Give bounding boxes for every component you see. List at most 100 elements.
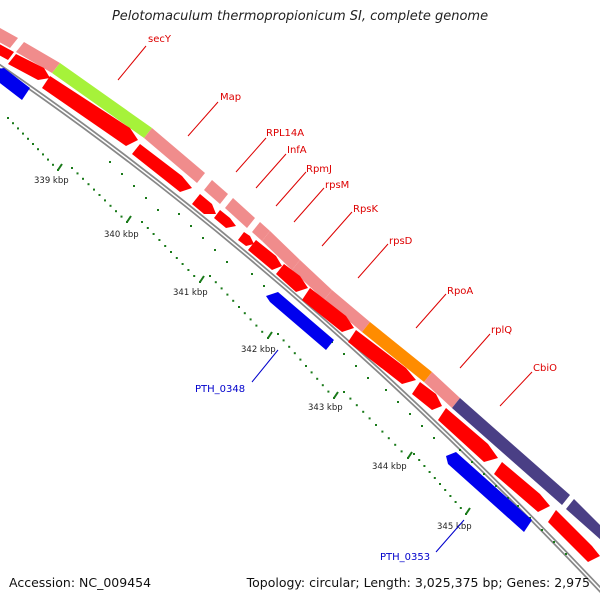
tick-guide-dot — [157, 209, 159, 211]
tick-guide-dot — [385, 389, 387, 391]
gene-label-cbio[interactable]: CbiO — [533, 363, 557, 374]
cds-arrow[interactable] — [192, 194, 216, 214]
cds-arrow[interactable] — [8, 54, 50, 80]
gene-bar-cbio-2[interactable] — [566, 499, 600, 548]
tick-guide-dot — [367, 377, 369, 379]
genome-title: Pelotomaculum thermopropionicum SI, comp… — [111, 9, 489, 24]
tick-guide-dot — [146, 227, 149, 229]
cds-arrow[interactable] — [412, 382, 442, 410]
backbone-inner — [0, 65, 600, 591]
gene-label-rpl14a[interactable]: RPL14A — [266, 128, 304, 139]
gene-bar-rpsd[interactable] — [324, 290, 370, 332]
tick-guide-dot — [428, 471, 431, 473]
gene-label-infa[interactable]: InfA — [287, 145, 307, 156]
gene-label-rpsm[interactable]: rpsM — [325, 180, 349, 191]
tick-guide-dot — [449, 495, 452, 497]
gene-bar-infa[interactable] — [225, 198, 255, 228]
tick-label: 344 kbp — [372, 462, 407, 472]
tick-guide-dot — [17, 127, 19, 130]
tick-guide-dot — [553, 541, 555, 543]
gene-bar-rpsm[interactable] — [262, 231, 300, 270]
reverse-cds-arrow-pth0348[interactable] — [266, 292, 334, 350]
tick-guide-dot — [120, 215, 123, 218]
tick-guide-dot — [288, 345, 291, 348]
cds-arrow[interactable] — [302, 288, 354, 332]
gene-label-map[interactable]: Map — [220, 92, 241, 103]
leader-infa — [255, 153, 287, 189]
tick-guide-dot — [243, 312, 246, 315]
tick-guide-dot — [517, 505, 519, 507]
leader-rpmj — [275, 171, 307, 207]
tick-guide-dot — [214, 249, 216, 251]
leader-secY — [117, 45, 147, 81]
gene-label-rpsk[interactable]: RpsK — [353, 204, 379, 215]
cds-arrow[interactable] — [348, 330, 416, 384]
tick-guide-dot — [190, 225, 192, 227]
tick-guide-dot — [226, 293, 229, 296]
tick-guide-dot — [529, 517, 531, 519]
tick-guide-dot — [459, 507, 462, 509]
tick-guide-dot — [362, 410, 365, 413]
cds-arrow[interactable] — [132, 144, 192, 192]
tick-guide-dot — [394, 443, 397, 446]
cds-track — [0, 40, 600, 562]
tick-guide-dot — [251, 273, 253, 275]
tick-guide-dot — [565, 553, 567, 555]
tick-guide-dot — [423, 465, 426, 467]
cds-arrow[interactable] — [494, 462, 550, 512]
tick-guide-dot — [37, 148, 39, 151]
leader-rpoa — [415, 293, 447, 329]
tick-label: 342 kbp — [241, 345, 276, 355]
tick-guide-dot — [82, 177, 84, 180]
tick-mark — [465, 507, 471, 515]
gene-label-secY[interactable]: secY — [148, 34, 172, 45]
label-leaders — [117, 45, 533, 407]
leader-pth0348 — [251, 349, 279, 383]
tick-labels: 339 kbp 340 kbp 341 kbp 342 kbp 343 kbp … — [34, 176, 472, 532]
tick-mark — [333, 391, 339, 399]
cds-arrow[interactable] — [238, 232, 254, 246]
gene-bar-secY-2[interactable] — [16, 42, 60, 73]
gene-bar-secY[interactable] — [52, 63, 152, 138]
cds-arrow[interactable] — [438, 408, 498, 462]
gene-label-rplq[interactable]: rplQ — [491, 325, 512, 336]
tick-guide-dot — [471, 461, 473, 463]
tick-guide-dot — [421, 425, 423, 427]
cds-arrow[interactable] — [276, 264, 308, 292]
tick-guide-dot — [327, 390, 330, 393]
reverse-cds-arrow[interactable] — [0, 68, 30, 100]
gene-bar-rpoa[interactable] — [362, 322, 432, 382]
leader-map — [187, 101, 219, 137]
tick-guide-dot — [541, 529, 543, 531]
tick-guide-dot — [277, 333, 279, 335]
cds-arrow[interactable] — [548, 510, 600, 562]
tick-guide-dot — [164, 245, 167, 247]
cds-arrow[interactable] — [248, 240, 282, 270]
tick-guide-dot — [214, 281, 217, 284]
reverse-cds-arrow-pth0353[interactable] — [446, 452, 532, 532]
gene-label-pth0353[interactable]: PTH_0353 — [380, 552, 430, 563]
tick-guide-dot — [226, 261, 228, 263]
gene-bar-rplq[interactable] — [424, 372, 460, 408]
gene-label-rpmj[interactable]: RpmJ — [306, 164, 332, 175]
reverse-gene-labels: PTH_0348 PTH_0353 — [195, 384, 430, 563]
tick-guide-dot — [232, 299, 235, 302]
gene-bar-rpsk[interactable] — [292, 260, 332, 300]
cds-arrow[interactable] — [214, 210, 236, 228]
gene-label-rpsd[interactable]: rpsD — [389, 236, 413, 247]
tick-guide-dot — [459, 449, 461, 451]
gene-bar-secY-left[interactable] — [0, 28, 18, 48]
gene-label-rpoa[interactable]: RpoA — [447, 286, 473, 297]
gene-bar-cbio[interactable] — [452, 398, 570, 505]
gene-bar-map[interactable] — [144, 128, 205, 183]
reverse-strand-track — [0, 68, 532, 532]
gene-bar-rpmj[interactable] — [252, 222, 270, 241]
tick-label: 343 kbp — [308, 403, 343, 413]
tick-guide-dot — [454, 501, 457, 503]
cds-arrow[interactable] — [42, 76, 138, 146]
gene-label-pth0348[interactable]: PTH_0348 — [195, 384, 245, 395]
tick-guide-dot — [109, 204, 112, 207]
cds-arrow[interactable] — [0, 40, 14, 60]
tick-guide-dot — [343, 391, 345, 393]
gene-bar-rpl14a[interactable] — [204, 180, 228, 204]
